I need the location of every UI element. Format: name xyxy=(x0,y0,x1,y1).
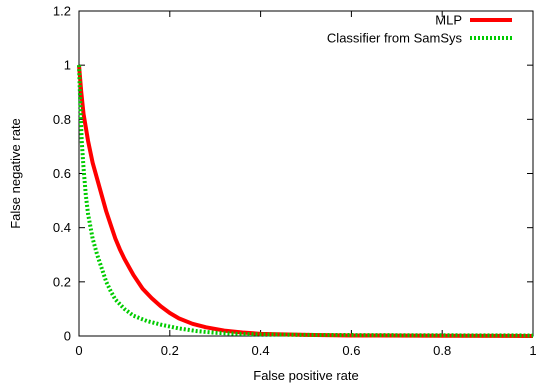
y-tick-label: 1 xyxy=(64,58,71,73)
plot-frame xyxy=(78,10,534,337)
x-tick-label: 0.8 xyxy=(433,343,451,358)
series-line-0 xyxy=(77,65,534,338)
y-tick-label: 0.8 xyxy=(53,112,71,127)
x-tick-label: 0.6 xyxy=(342,343,360,358)
y-tick-label: 0 xyxy=(64,329,71,344)
legend-label-0: MLP xyxy=(435,13,462,28)
y-tick-label: 0.6 xyxy=(53,166,71,181)
x-tick-label: 1 xyxy=(529,343,536,358)
y-axis-label: False negative rate xyxy=(8,118,23,229)
series-line-1 xyxy=(77,65,534,338)
y-tick-label: 0.2 xyxy=(53,274,71,289)
legend: MLP Classifier from SamSys xyxy=(327,13,512,46)
x-tick-label: 0.4 xyxy=(252,343,270,358)
x-tick-label: 0.2 xyxy=(161,343,179,358)
x-tick-label: 0 xyxy=(75,343,82,358)
y-tick-label: 1.2 xyxy=(53,4,71,19)
series-lines xyxy=(77,65,534,338)
y-tick-label: 0.4 xyxy=(53,220,71,235)
x-axis-label: False positive rate xyxy=(253,368,359,383)
tick-marks xyxy=(78,10,534,337)
tick-labels: 0 0.2 0.4 0.6 0.8 1 0 0.2 0.4 0.6 0.8 1 1.2 xyxy=(53,4,536,359)
legend-label-1: Classifier from SamSys xyxy=(327,31,463,46)
